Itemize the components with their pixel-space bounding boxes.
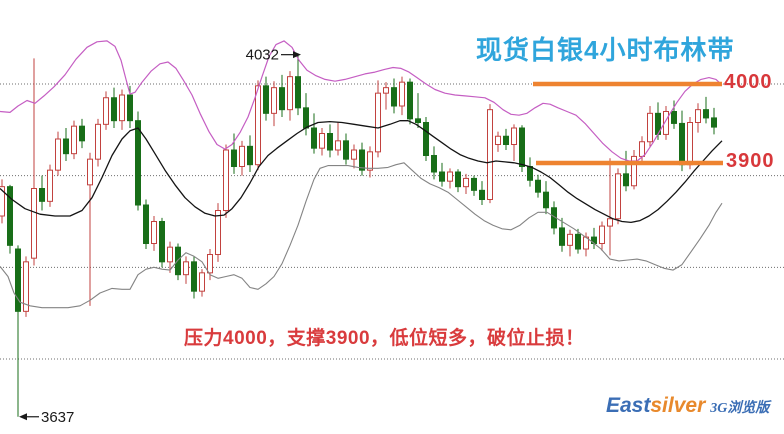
watermark-brand-east: East [606,394,651,417]
watermark-brand-silver: silver [650,394,706,417]
lower-band [0,162,723,309]
annotation-label-4032: 4032 [246,47,279,64]
annotation-label-3637: 3637 [41,409,74,426]
middle-band [0,120,723,224]
watermark-edition: 3G浏览版 [710,401,770,416]
upper-band [0,40,723,162]
level-lines [533,81,723,166]
price-annotations: 4032 3637 [19,47,301,426]
resistance-price-label: 4000 [724,71,773,93]
candles [0,54,717,417]
watermark: Eastsilver 3G浏览版 [606,394,769,418]
analysis-note: 压力4000，支撑3900，低位短多，破位止损！ [184,328,585,349]
chart-title: 现货白银4小时布林带 [476,35,735,65]
support-price-label: 3900 [726,150,775,172]
